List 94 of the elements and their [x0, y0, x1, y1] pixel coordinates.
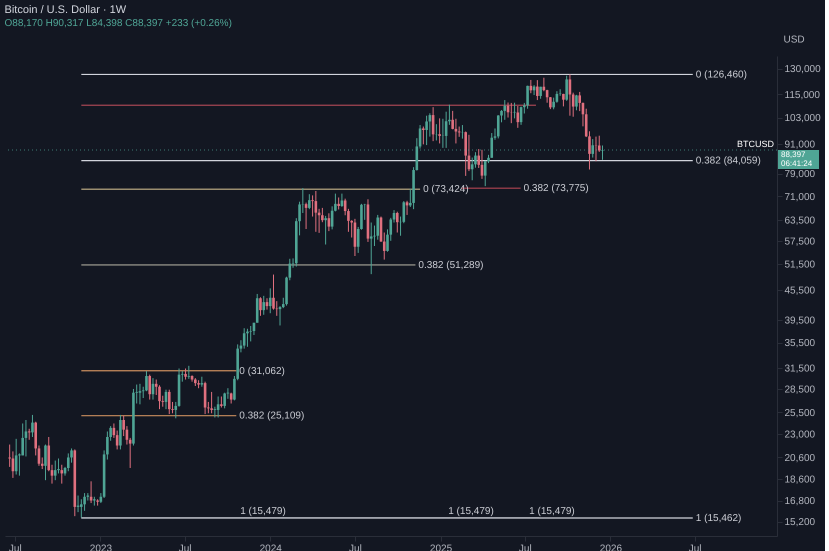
candlestick [516, 105, 520, 128]
y-tick-label: 20,600 [784, 452, 816, 464]
candlestick [406, 200, 408, 216]
y-tick-label: 51,500 [784, 260, 816, 271]
candlestick [520, 106, 522, 126]
candlestick [259, 296, 262, 316]
candlestick [216, 396, 220, 418]
candlestick [575, 94, 578, 111]
candlestick [438, 118, 441, 144]
candlestick [168, 389, 171, 415]
candlestick [314, 190, 318, 232]
annotation: 1 (15,479) [240, 506, 286, 517]
candlestick [568, 74, 572, 116]
chart-subtitle: O88,170 H90,317 L84,398 C88,397 +233 (+0.26%) [4, 18, 232, 29]
candlestick [464, 131, 467, 176]
candlestick [530, 79, 532, 94]
candlestick [435, 124, 438, 141]
candlestick [565, 75, 568, 102]
candlestick [432, 106, 434, 142]
y-axis-title: USD [784, 34, 805, 46]
candlestick [214, 406, 216, 418]
annotation: 1 (15,479) [448, 506, 494, 517]
candlestick [28, 428, 30, 440]
candlestick [230, 392, 232, 404]
y-tick-label: 15,200 [784, 517, 816, 528]
ref-line-label: BTCUSD [736, 139, 774, 150]
y-tick-label: 63,500 [784, 215, 816, 226]
candlestick [60, 464, 64, 484]
candlestick [148, 374, 152, 400]
chart-title: Bitcoin / U.S. Dollar · 1W [4, 4, 127, 16]
y-tick-label: 28,500 [784, 384, 816, 396]
candlestick [262, 295, 266, 316]
candlestick [268, 288, 272, 314]
candlestick [468, 134, 470, 172]
y-tick-label: 115,000 [784, 90, 820, 101]
y-tick-label: 18,600 [784, 474, 816, 486]
candlestick [31, 414, 34, 438]
candlestick [422, 126, 425, 145]
candlestick [526, 85, 529, 110]
candlestick [536, 80, 539, 101]
y-tick-label: 25,500 [784, 408, 816, 419]
y-tick-label: 103,000 [784, 113, 822, 124]
candlestick [242, 328, 246, 350]
y-tick-label: 91,000 [784, 139, 816, 150]
candlestick [513, 102, 516, 119]
annotation: 0 (73,424) [423, 184, 469, 196]
text: 06:41:24 [781, 159, 813, 168]
candlestick [396, 211, 399, 234]
y-tick-label: 130,000 [784, 64, 822, 76]
candlestick [90, 480, 92, 504]
candlestick [152, 378, 154, 400]
candlestick [44, 444, 47, 481]
y-tick-label: 35,500 [784, 338, 816, 350]
candlestick [308, 194, 311, 210]
candlestick [24, 420, 28, 457]
candlestick [503, 100, 506, 120]
annotation: 0 (126,460) [696, 69, 747, 80]
annotation: 1 (15,479) [529, 506, 575, 517]
candlestick [461, 124, 464, 140]
y-tick-label: 16,800 [784, 496, 816, 508]
annotation: 0.382 (73,775) [524, 183, 589, 194]
candlestick [442, 118, 444, 148]
y-tick-label: 57,500 [784, 236, 816, 248]
candlestick [304, 202, 308, 230]
candlestick [246, 328, 249, 348]
y-tick-label: 39,500 [784, 316, 816, 327]
candlestick [164, 389, 168, 410]
candlestick [54, 460, 57, 481]
candlestick [480, 149, 484, 180]
y-tick-label: 23,000 [784, 430, 816, 441]
candlestick [76, 495, 80, 513]
y-tick-label: 79,000 [784, 169, 816, 180]
candlestick [138, 383, 142, 405]
candlestick [266, 298, 268, 310]
candlestick [200, 376, 204, 388]
candlestick [532, 84, 536, 96]
y-tick-label: 71,000 [784, 192, 816, 203]
candlestick [324, 215, 327, 245]
candlestick [14, 438, 18, 476]
candlestick [223, 392, 226, 409]
annotation: 0.382 (51,289) [418, 260, 484, 271]
candlestick [340, 193, 344, 208]
annotation: 1 (15,462) [696, 513, 742, 524]
y-tick-label: 45,500 [784, 286, 816, 297]
text: 88,397 [781, 150, 806, 160]
candlestick [66, 452, 70, 472]
candlestick [539, 86, 542, 100]
y-tick-label: 31,500 [784, 363, 816, 374]
candlestick [425, 115, 428, 146]
candlestick [562, 93, 565, 107]
annotation: 0 (31,062) [239, 366, 285, 377]
annotation: 0.382 (25,109) [239, 410, 304, 422]
annotation: 0.382 (84,059) [696, 156, 761, 167]
candlestick [328, 212, 330, 232]
